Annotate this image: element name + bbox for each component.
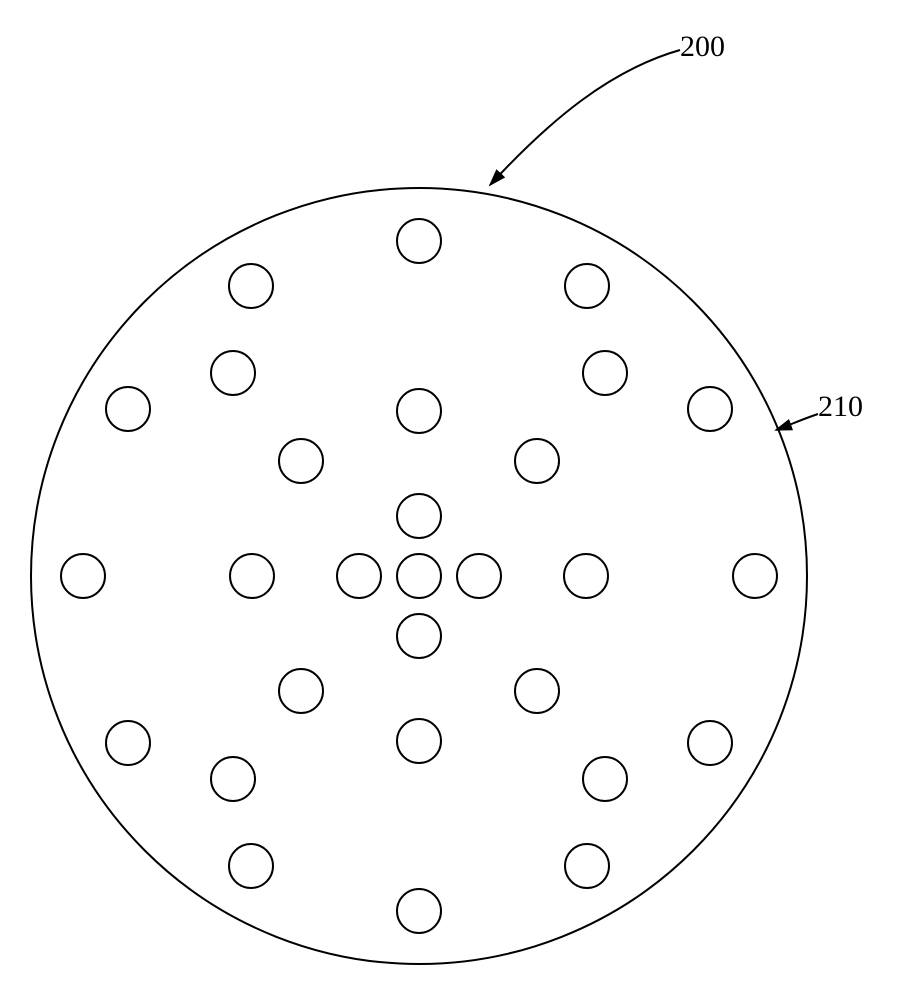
hole bbox=[337, 554, 381, 598]
hole bbox=[279, 669, 323, 713]
hole bbox=[688, 721, 732, 765]
hole bbox=[397, 389, 441, 433]
hole bbox=[565, 844, 609, 888]
hole bbox=[397, 719, 441, 763]
holes-group bbox=[61, 219, 777, 933]
hole bbox=[106, 721, 150, 765]
hole bbox=[397, 889, 441, 933]
hole bbox=[211, 351, 255, 395]
hole bbox=[397, 554, 441, 598]
label-main: 200 bbox=[680, 30, 725, 64]
hole bbox=[230, 554, 274, 598]
hole bbox=[106, 387, 150, 431]
label-hole: 210 bbox=[818, 390, 863, 424]
hole bbox=[583, 351, 627, 395]
hole bbox=[211, 757, 255, 801]
hole bbox=[61, 554, 105, 598]
hole bbox=[583, 757, 627, 801]
hole bbox=[229, 844, 273, 888]
hole bbox=[515, 439, 559, 483]
hole bbox=[564, 554, 608, 598]
hole bbox=[565, 264, 609, 308]
hole bbox=[229, 264, 273, 308]
hole bbox=[688, 387, 732, 431]
main-disc bbox=[31, 188, 807, 964]
hole bbox=[397, 614, 441, 658]
hole bbox=[515, 669, 559, 713]
leader-hole bbox=[776, 414, 818, 430]
hole bbox=[733, 554, 777, 598]
hole bbox=[457, 554, 501, 598]
hole bbox=[279, 439, 323, 483]
hole bbox=[397, 219, 441, 263]
hole bbox=[397, 494, 441, 538]
leader-main bbox=[490, 50, 680, 185]
